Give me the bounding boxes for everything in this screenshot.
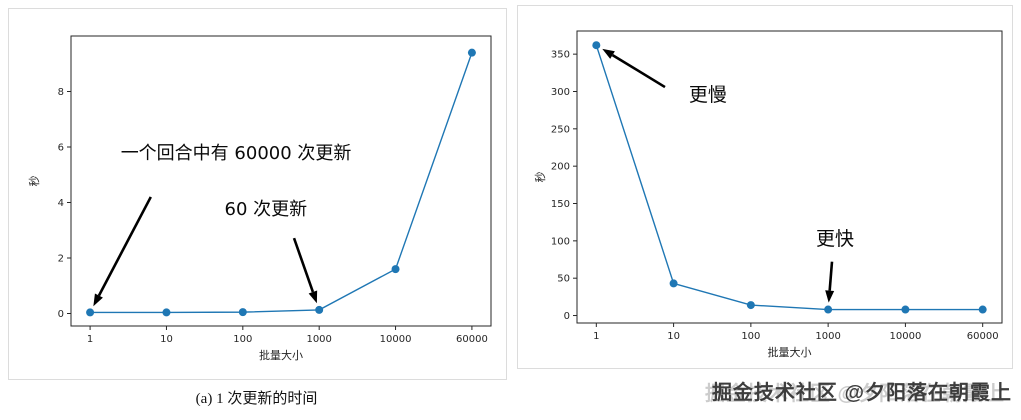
x-tick-label: 1000 — [815, 331, 840, 342]
annotation-arrowhead — [308, 290, 318, 304]
x-axis-label: 批量大小 — [259, 348, 303, 362]
y-tick-label: 8 — [58, 87, 64, 98]
annotation-arrowhead — [602, 48, 615, 59]
data-point — [669, 279, 678, 288]
y-tick-label: 4 — [58, 198, 64, 209]
data-point — [391, 265, 400, 274]
annotation-arrow — [611, 53, 666, 89]
x-tick-label: 1000 — [306, 334, 331, 345]
x-tick-label: 1 — [87, 334, 93, 345]
watermark: 掘金技术社区 @夕阳落在朝霞上 — [711, 382, 1012, 404]
annotation-arrow — [292, 237, 315, 293]
x-tick-label: 100 — [233, 334, 252, 345]
data-point — [746, 301, 755, 310]
data-point — [467, 48, 476, 57]
left-caption: (a) 1 次更新的时间 — [195, 391, 318, 407]
data-point — [824, 305, 833, 314]
y-tick-label: 2 — [58, 254, 64, 265]
right-figure: 0 50 100 150 200 250 300 350 1 10 100 1000 10000 6000… — [517, 5, 1013, 369]
x-tick-label: 100 — [741, 331, 760, 342]
y-axis-label: 秒 — [533, 172, 547, 183]
x-tick-label: 60000 — [456, 334, 488, 345]
y-axis-label: 秒 — [27, 176, 41, 187]
plot-area — [70, 35, 492, 327]
left-chart: 0 2 4 6 8 1 10 100 1000 10000 60000 批量大小 秒 一个回合中有 600… — [8, 8, 507, 380]
x-tick-label: 1 — [593, 331, 599, 342]
data-point — [162, 308, 171, 317]
y-tick-label: 50 — [557, 274, 570, 285]
y-tick-label: 300 — [551, 87, 570, 98]
y-tick-label: 200 — [551, 162, 570, 173]
data-point — [238, 308, 247, 317]
annotation-text: 一个回合中有 60000 次更新 — [121, 143, 352, 164]
y-tick-label: 150 — [551, 199, 570, 210]
annotation-text: 60 次更新 — [225, 199, 308, 220]
x-tick-label: 10 — [160, 334, 173, 345]
data-point — [978, 305, 987, 314]
y-tick-label: 6 — [58, 143, 64, 154]
data-line — [595, 44, 983, 311]
data-line — [90, 52, 473, 314]
annotation-arrow — [97, 196, 152, 297]
x-tick-label: 60000 — [967, 331, 999, 342]
left-figure: 0 2 4 6 8 1 10 100 1000 10000 60000 批量大小 秒 一个回合中有 600… — [8, 8, 507, 408]
data-point — [592, 41, 601, 50]
annotation-text: 更快 — [816, 228, 854, 250]
x-tick-label: 10000 — [890, 331, 922, 342]
data-point — [901, 305, 910, 314]
x-tick-label: 10 — [667, 331, 680, 342]
y-tick-label: 350 — [551, 50, 570, 61]
annotation-arrow — [828, 261, 834, 291]
y-tick-label: 100 — [551, 236, 570, 247]
data-point — [315, 305, 324, 314]
x-tick-label: 10000 — [380, 334, 412, 345]
data-point — [86, 308, 95, 317]
x-axis-label: 批量大小 — [768, 345, 812, 359]
y-tick-label: 0 — [564, 311, 570, 322]
plot-area — [576, 30, 1003, 324]
annotation-arrowhead — [825, 290, 835, 303]
annotation-text: 更慢 — [689, 84, 727, 106]
y-tick-label: 0 — [58, 309, 64, 320]
annotation-arrowhead — [93, 293, 103, 307]
y-tick-label: 250 — [551, 124, 570, 135]
right-chart: 0 50 100 150 200 250 300 350 1 10 100 1000 10000 6000… — [517, 5, 1013, 369]
